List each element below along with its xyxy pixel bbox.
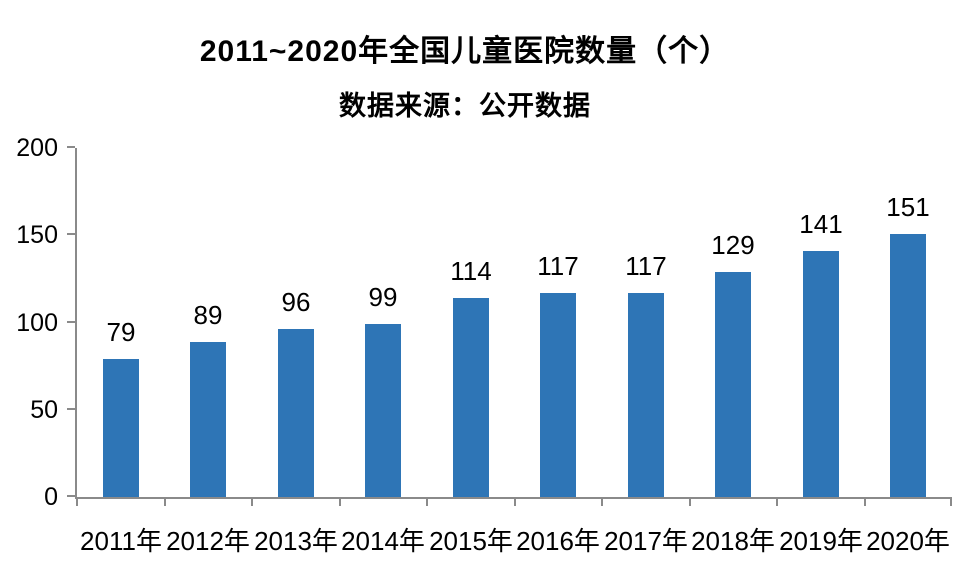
y-tick-mark bbox=[67, 233, 75, 236]
bar bbox=[190, 342, 226, 497]
bar bbox=[453, 298, 489, 497]
bar bbox=[803, 251, 839, 497]
x-tick-label: 2017年 bbox=[604, 526, 688, 556]
x-tick-mark bbox=[513, 499, 516, 506]
y-tick-mark bbox=[67, 495, 75, 497]
bar bbox=[540, 293, 576, 497]
value-label: 99 bbox=[368, 282, 398, 312]
bar bbox=[715, 272, 751, 497]
x-tick-mark bbox=[338, 499, 341, 506]
x-tick-label: 2020年 bbox=[866, 526, 950, 556]
value-label: 117 bbox=[537, 251, 579, 281]
value-label: 151 bbox=[886, 192, 930, 222]
x-axis-line bbox=[75, 497, 952, 499]
y-tick-label: 50 bbox=[30, 395, 58, 424]
x-tick-label: 2016年 bbox=[516, 526, 600, 556]
x-tick-label: 2014年 bbox=[341, 526, 425, 556]
y-tick-mark bbox=[67, 320, 75, 323]
x-tick-mark bbox=[251, 499, 253, 506]
x-tick-mark bbox=[426, 499, 428, 506]
y-tick-label: 150 bbox=[16, 221, 58, 250]
y-axis-line bbox=[75, 148, 77, 499]
x-tick-mark bbox=[688, 499, 691, 506]
value-label: 129 bbox=[711, 230, 755, 260]
x-tick-mark bbox=[163, 499, 166, 506]
value-label: 89 bbox=[193, 300, 223, 330]
value-label: 79 bbox=[106, 317, 136, 347]
y-tick-mark bbox=[67, 407, 75, 410]
x-tick-label: 2011年 bbox=[80, 526, 162, 556]
y-tick-label: 200 bbox=[16, 134, 58, 162]
x-tick-label: 2012年 bbox=[166, 526, 250, 556]
chart-title: 2011~2020年全国儿童医院数量（个） bbox=[199, 35, 731, 68]
x-tick-label: 2013年 bbox=[254, 526, 338, 556]
value-label: 114 bbox=[450, 256, 492, 286]
value-label: 96 bbox=[281, 287, 311, 317]
x-tick-label: 2019年 bbox=[779, 526, 863, 556]
bar bbox=[365, 324, 401, 497]
x-tick-label: 2018年 bbox=[691, 526, 775, 556]
x-tick-label: 2015年 bbox=[429, 526, 513, 556]
bar bbox=[890, 234, 926, 497]
y-tick-mark bbox=[67, 146, 75, 148]
bar bbox=[278, 329, 314, 497]
x-tick-mark bbox=[776, 499, 778, 506]
x-tick-mark bbox=[76, 499, 78, 506]
bar bbox=[628, 293, 664, 497]
value-label: 117 bbox=[625, 251, 667, 281]
x-tick-mark bbox=[950, 499, 952, 506]
x-tick-mark bbox=[601, 499, 603, 506]
x-tick-mark bbox=[863, 499, 866, 506]
chart-subtitle: 数据来源：公开数据 bbox=[339, 91, 591, 121]
y-tick-label: 100 bbox=[16, 308, 58, 337]
bar bbox=[103, 359, 139, 497]
value-label: 141 bbox=[799, 209, 843, 239]
y-tick-label: 0 bbox=[44, 483, 58, 511]
